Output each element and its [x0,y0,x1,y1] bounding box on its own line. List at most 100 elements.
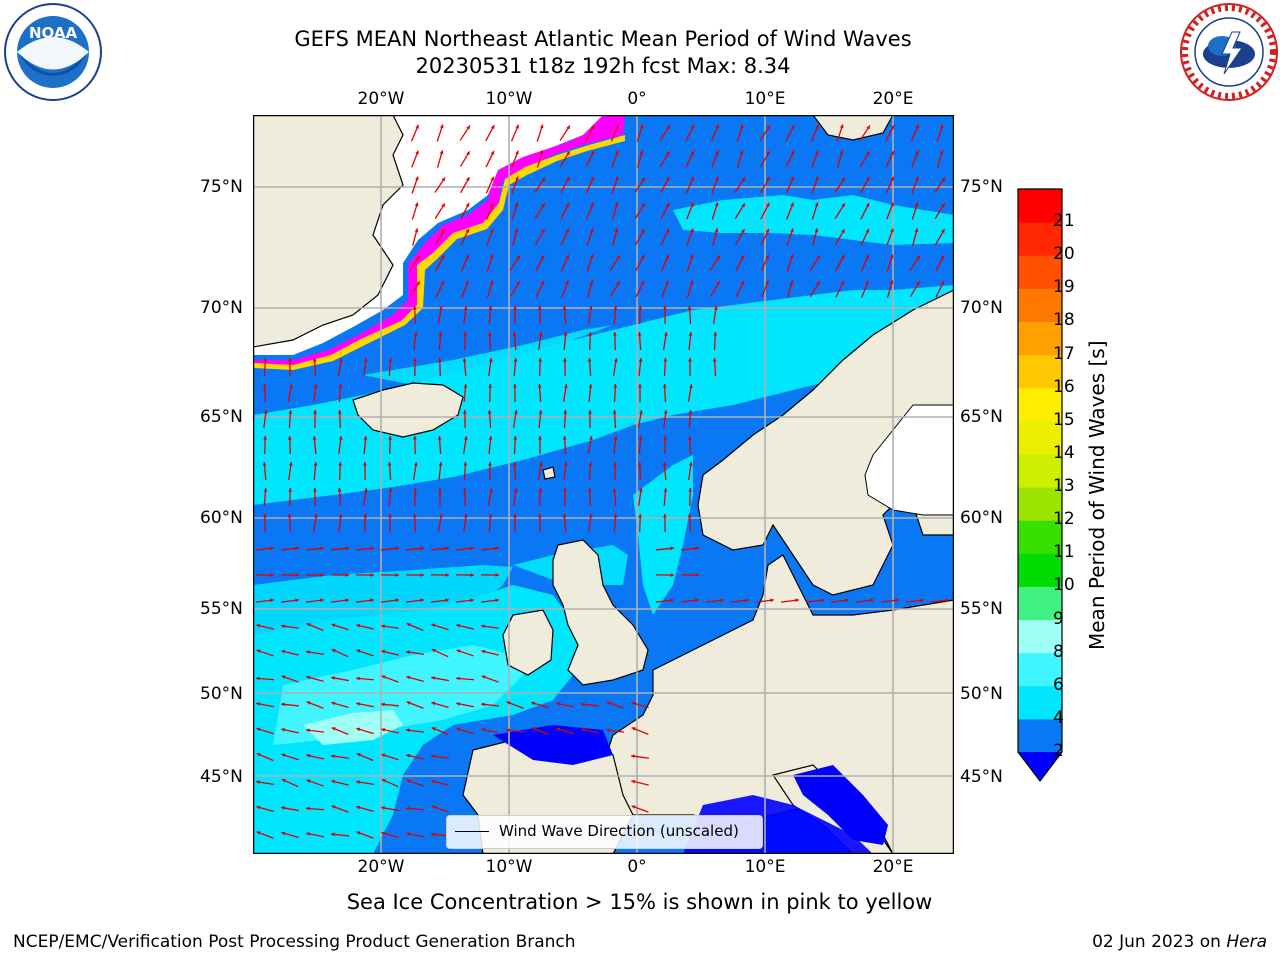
wind-arrow-head [588,514,593,518]
wind-arrow-head [538,488,543,492]
wind-arrow-head [413,358,418,362]
wind-arrow-head [513,410,518,414]
wind-arrow-head [538,358,543,362]
wind-arrow-head [741,177,746,182]
wind-arrow-head [941,203,945,208]
wind-arrow-head [281,753,286,758]
wind-arrow-head [363,358,368,362]
wind-arrow-head [765,228,770,233]
wind-arrow-head [814,202,819,207]
map-border [253,115,954,854]
wind-arrow-head [795,598,799,603]
colorbar-segment [1018,520,1062,554]
wind-arrow-head [295,546,299,551]
wind-arrow-head [481,624,485,629]
wind-arrow-head [287,436,292,440]
wind-arrow-head [406,753,411,758]
wind-arrow-head [538,410,543,414]
wind-arrow-head [613,384,618,388]
wind-arrow-head [345,598,349,603]
wind-arrow-head [663,332,668,336]
wind-arrow-head [313,384,318,388]
wind-arrow-head [613,436,618,440]
wind-arrow-head [614,228,619,233]
wind-arrow-head [470,546,474,551]
wind-arrow-head [563,410,568,414]
wind-arrow-head [439,514,443,518]
wind-arrow-head [614,202,619,207]
lat-label-left: 50°N [200,684,243,704]
footer-credit: NCEP/EMC/Verification Post Processing Pr… [13,932,576,952]
bay-of-biscay [493,725,613,765]
wind-arrow-head [639,150,644,155]
wind-arrow-head [489,254,494,259]
wind-arrow-head [481,702,485,707]
wind-arrow-head [670,546,674,551]
wind-arrow-head [566,125,570,130]
wind-arrow-head [939,150,944,155]
wind-arrow-head [413,462,418,466]
wind-arrow-head [490,228,494,233]
colorbar-tick-label: 14 [1053,442,1075,463]
wind-arrow-head [563,462,568,466]
wind-arrow-head [714,228,719,233]
wind-arrow-head [662,306,667,310]
wind-arrow-head [288,462,293,466]
wind-arrow-head [431,623,436,628]
lon-label-bottom: 20°W [357,857,405,877]
wind-arrow-head [281,702,285,707]
colorbar-segment [1018,387,1062,422]
lon-label-top: 10°E [744,89,786,109]
nws-logo [1180,3,1278,101]
map-subtitle: 20230531 t18z 192h fcst Max: 8.34 [415,54,791,78]
colorbar-segment [1018,420,1062,455]
wind-arrow-head [256,727,261,732]
wind-arrow-head [381,675,386,679]
wind-arrow-head [515,124,519,129]
wind-arrow-head [841,229,845,234]
colorbar-tick-label: 19 [1053,277,1075,298]
wind-arrow-head [312,436,317,440]
colorbar-tick-label: 16 [1053,376,1075,397]
wind-arrow-head [490,125,495,130]
wind-arrow-head [356,649,361,654]
wind-arrow-head [941,229,945,234]
wind-arrow-head [488,436,493,440]
wind-arrow-head [412,436,417,440]
wind-arrow-head [631,805,636,809]
wind-arrow-head [716,255,720,260]
wind-arrow-head [306,753,311,758]
wind-arrow-head [263,410,268,414]
colorbar-segment [1018,255,1062,289]
wind-arrow-head [716,281,720,286]
wind-arrow-head [488,384,493,388]
wind-arrow-head [495,546,499,551]
wind-arrow-head [306,650,310,655]
wind-arrow-head [914,176,919,181]
wind-arrow-head [406,806,410,811]
wind-arrow-head [639,410,643,414]
wind-arrow-head [388,514,392,518]
wind-arrow-head [356,753,361,757]
wind-arrow-head [406,728,410,733]
wind-arrow-head [512,384,517,388]
wind-arrow-head [616,255,620,260]
lat-label-right: 60°N [960,508,1003,528]
wind-arrow-head [531,701,536,706]
wind-arrow-head [495,598,499,603]
wind-arrow-head [589,280,594,285]
wind-arrow-head [438,332,443,336]
wind-arrow-head [513,306,518,310]
wind-arrow-head [614,176,619,181]
wind-arrow-head [306,832,310,836]
wind-arrow-head [865,202,870,207]
wind-arrow-head [714,202,719,207]
wind-arrow-head [941,177,946,182]
lat-label-right: 70°N [960,298,1003,318]
wind-arrow-head [416,255,420,260]
wind-arrow-head [406,779,411,784]
wind-arrow-head [514,228,519,233]
wind-arrow-head [790,228,794,233]
wind-arrow-head [815,150,819,155]
wind-arrow-head [320,598,324,603]
